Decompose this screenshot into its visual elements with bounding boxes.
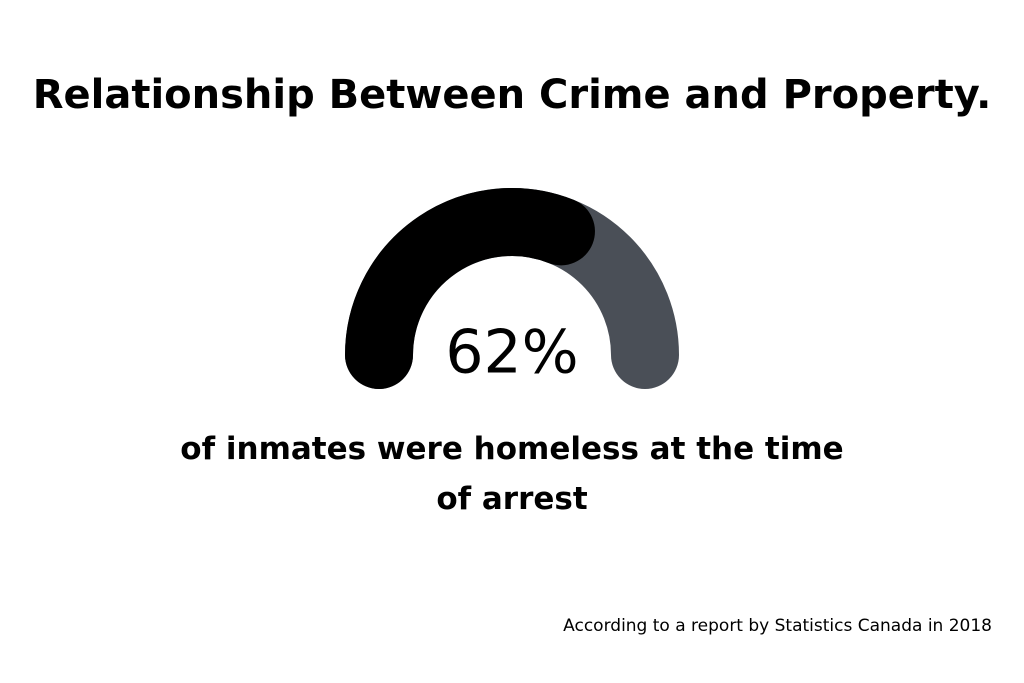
chart-title: Relationship Between Crime and Property. [32,72,992,118]
source: According to a report by Statistics Cana… [563,616,992,636]
value-label: 62% [445,318,578,388]
caption: of inmates were homeless at the time of … [180,431,844,517]
gauge-fill [345,188,595,389]
